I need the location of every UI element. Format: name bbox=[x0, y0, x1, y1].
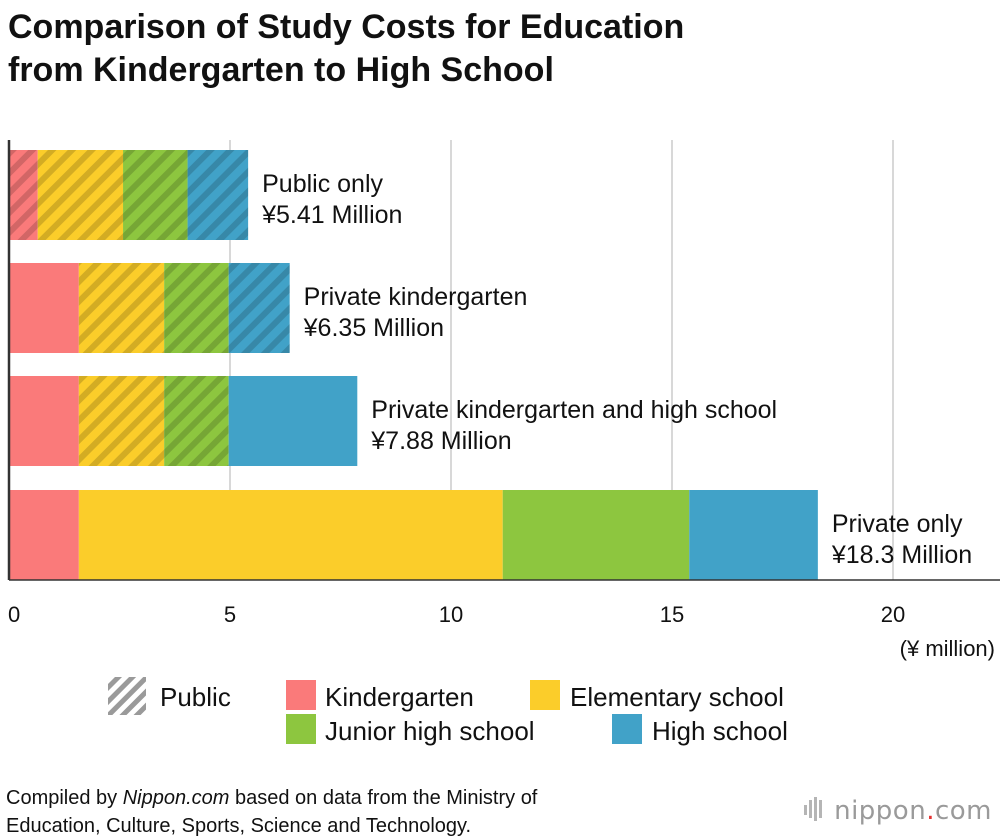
bar-segment-high_school-3 bbox=[689, 490, 818, 580]
chart-title: Comparison of Study Costs for Education … bbox=[8, 6, 988, 92]
bar-segment-kindergarten-2 bbox=[9, 376, 79, 466]
bar-value-label-0: ¥5.41 Million bbox=[261, 201, 402, 229]
legend-swatch-public bbox=[108, 677, 146, 715]
legend-label-kindergarten: Kindergarten bbox=[325, 682, 474, 712]
brand-name: nippon bbox=[834, 796, 927, 826]
bar-value-label-2: ¥7.88 Million bbox=[370, 427, 511, 455]
chart-title-line-1: Comparison of Study Costs for Education bbox=[8, 8, 685, 46]
chart-title-line-2: from Kindergarten to High School bbox=[8, 51, 554, 89]
legend-swatch-junior_high bbox=[286, 714, 316, 744]
x-tick-label-5: 5 bbox=[224, 602, 236, 627]
bar-value-label-1: ¥6.35 Million bbox=[303, 314, 444, 342]
legend-swatch-kindergarten bbox=[286, 680, 316, 710]
legend-label-public: Public bbox=[160, 682, 231, 712]
x-tick-label-10: 10 bbox=[439, 602, 463, 627]
stacked-bar-chart: Public only ¥5.41 Million Private kinderga… bbox=[7, 140, 1000, 746]
legend-swatch-high_school bbox=[612, 714, 642, 744]
bar-segment-elementary-3 bbox=[78, 490, 503, 580]
bar-label-2: Private kindergarten and high school bbox=[371, 396, 777, 424]
x-axis: 0 5 10 15 20 (¥ million) bbox=[7, 140, 1000, 661]
public-hatch-junior_high-0 bbox=[123, 150, 188, 240]
public-hatch-junior_high-2 bbox=[164, 376, 229, 466]
bar-value-label-3: ¥18.3 Million bbox=[831, 541, 972, 569]
x-axis-unit-label: (¥ million) bbox=[900, 636, 995, 661]
public-hatch-elementary-0 bbox=[37, 150, 124, 240]
brand-suffix: com bbox=[934, 796, 992, 826]
bars bbox=[9, 150, 818, 580]
public-hatch-elementary-1 bbox=[78, 263, 165, 353]
source-prefix: Compiled by bbox=[6, 787, 123, 809]
legend-label-high_school: High school bbox=[652, 716, 788, 746]
legend-label-junior_high: Junior high school bbox=[325, 716, 535, 746]
bar-labels: Public only ¥5.41 Million Private kinderga… bbox=[261, 170, 972, 569]
brand-bars-icon bbox=[804, 797, 823, 821]
legend-label-elementary: Elementary school bbox=[570, 682, 784, 712]
bar-segment-kindergarten-1 bbox=[9, 263, 79, 353]
source-note: Compiled by Nippon.com based on data fro… bbox=[6, 784, 537, 840]
x-tick-label-15: 15 bbox=[660, 602, 684, 627]
x-tick-label-20: 20 bbox=[881, 602, 905, 627]
bar-segment-high_school-2 bbox=[228, 376, 358, 466]
source-name: Nippon.com bbox=[122, 787, 230, 809]
bar-segment-junior_high-3 bbox=[502, 490, 690, 580]
legend-swatch-elementary bbox=[530, 680, 560, 710]
public-hatch-kindergarten-0 bbox=[9, 150, 38, 240]
brand-dot: . bbox=[926, 796, 935, 826]
public-hatch-junior_high-1 bbox=[164, 263, 229, 353]
public-hatch-elementary-2 bbox=[78, 376, 165, 466]
brand-logo: nippon.com bbox=[804, 796, 992, 826]
public-hatch-high_school-1 bbox=[228, 263, 290, 353]
source-line-2: Education, Culture, Sports, Science and … bbox=[6, 815, 472, 837]
bar-segment-kindergarten-3 bbox=[9, 490, 79, 580]
bar-label-3: Private only bbox=[832, 510, 963, 538]
bar-label-0: Public only bbox=[262, 170, 383, 198]
x-tick-label-0: 0 bbox=[8, 602, 20, 627]
bar-label-1: Private kindergarten bbox=[304, 283, 528, 311]
legend: Public Kindergarten Elementary school Junio… bbox=[108, 677, 788, 746]
source-suffix: based on data from the Ministry of bbox=[229, 787, 538, 809]
public-hatch-high_school-0 bbox=[187, 150, 249, 240]
